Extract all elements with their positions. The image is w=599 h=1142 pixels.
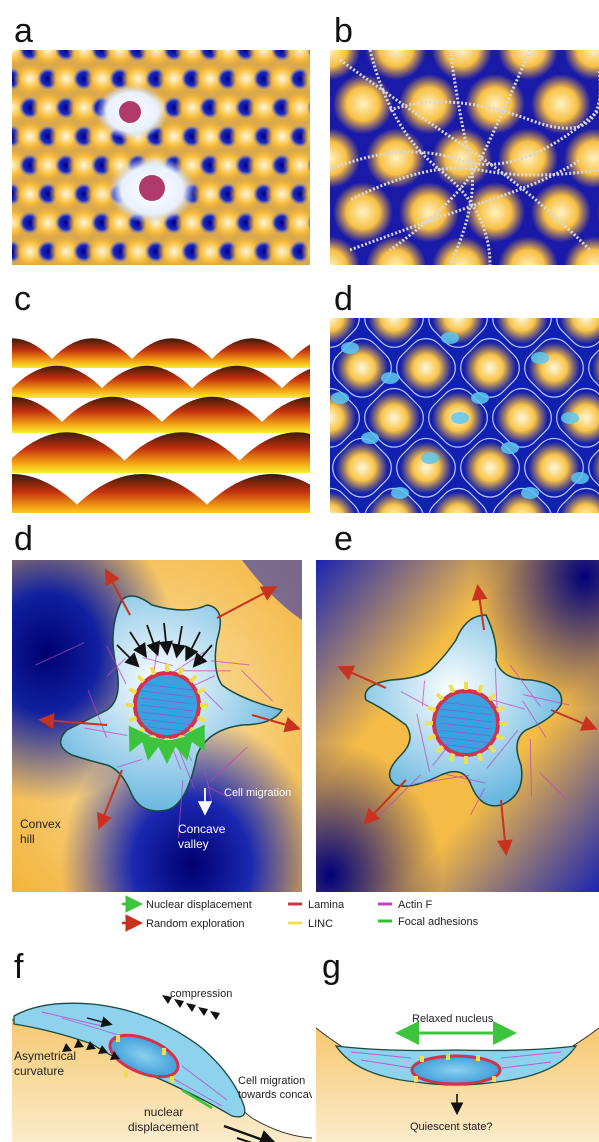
nuclear-displacement-label-line1: nuclear	[144, 1105, 183, 1119]
quiescent-state-label: Quiescent state?	[410, 1121, 493, 1133]
panel-c-image	[12, 318, 310, 513]
legend-linc: LINC	[308, 918, 333, 930]
panel-letter-f: f	[14, 950, 23, 984]
relaxed-nucleus-label: Relaxed nucleus	[412, 1013, 494, 1025]
cell-migration-towards-concave-line2: towards concave	[238, 1089, 312, 1101]
legend-focal-adhesions: Focal adhesions	[398, 916, 479, 928]
panel-e-diagram	[316, 560, 599, 892]
nuclear-displacement-label-line2: displacement	[128, 1120, 199, 1134]
panel-letter-d-top: d	[334, 282, 353, 316]
panel-letter-a: a	[14, 14, 33, 48]
panel-b-image	[330, 50, 599, 265]
panel-letter-c: c	[14, 282, 31, 316]
cell-migration-label: Cell migration	[224, 787, 291, 799]
convex-label-line2: hill	[20, 832, 35, 846]
compression-label: compression	[170, 988, 232, 1000]
concave-label-line1: Concave	[178, 822, 226, 836]
panel-d-top-image	[330, 318, 599, 513]
legend-actin-f: Actin F	[398, 899, 433, 911]
panel-a-image	[12, 50, 310, 265]
legend-nuclear-displacement: Nuclear displacement	[146, 899, 252, 911]
legend-random-exploration: Random exploration	[146, 918, 244, 930]
nucleus	[412, 1056, 500, 1084]
panel-letter-b: b	[334, 14, 353, 48]
concave-label-line2: valley	[178, 837, 209, 851]
nucleus	[135, 673, 199, 737]
nucleus	[434, 691, 498, 755]
cell-migration-towards-concave-line1: Cell migration	[238, 1075, 305, 1087]
panel-f-diagram: compression Asymetrical curvature nuclea…	[12, 988, 312, 1142]
panel-d-diagram: Cell migration Convex hill Concave valle…	[12, 560, 302, 892]
asymmetrical-label-line1: Asymetrical	[14, 1049, 76, 1063]
panel-letter-e: e	[334, 522, 353, 556]
panel-g-diagram: Relaxed nucleus Quiescent state?	[316, 988, 599, 1142]
convex-label-line1: Convex	[20, 817, 61, 831]
asymmetrical-label-line2: curvature	[14, 1064, 64, 1078]
panel-letter-d: d	[14, 522, 33, 556]
legend: Nuclear displacement Random exploration …	[120, 895, 540, 935]
legend-lamina: Lamina	[308, 899, 345, 911]
panel-letter-g: g	[322, 950, 341, 984]
